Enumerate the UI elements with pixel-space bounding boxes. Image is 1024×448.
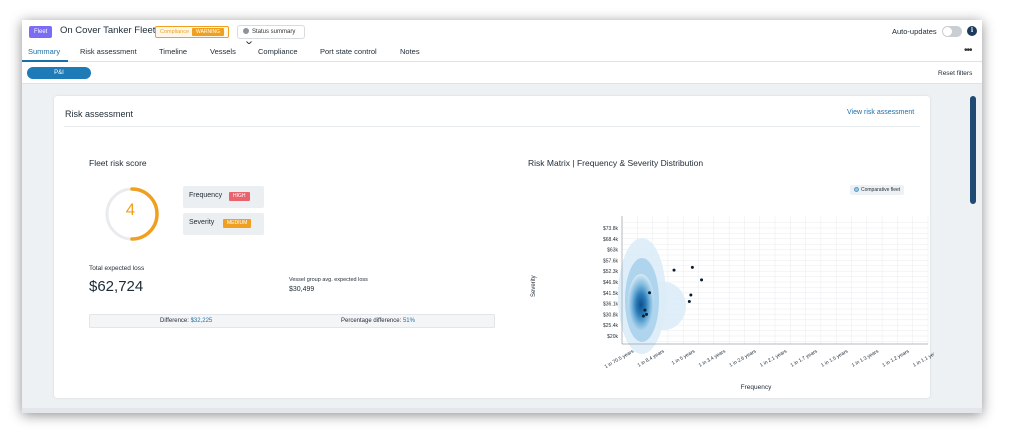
percentage-difference-item: Percentage difference: 51% [341, 318, 415, 324]
severity-indicator: Severity MEDIUM [183, 213, 264, 235]
app-window: Fleet On Cover Tanker Fleet Compliance WA… [22, 20, 982, 413]
x-tick-label: 1 in 1.3 years [851, 348, 880, 368]
frequency-indicator: Frequency HIGH [183, 186, 264, 208]
more-horizontal-icon[interactable]: ••• [964, 45, 972, 56]
x-tick-label: 1 in 1.2 years [881, 348, 910, 368]
auto-updates-toggle[interactable] [942, 26, 962, 37]
density-inner [628, 274, 654, 330]
data-point [648, 291, 652, 295]
total-expected-loss-label: Total expected loss [89, 265, 145, 272]
info-icon[interactable]: i [967, 26, 977, 36]
tab-bar: Summary Risk assessment Timeline Vessels… [22, 44, 982, 62]
y-tick-label: $68.4k [603, 237, 619, 243]
bottom-strip [22, 408, 982, 413]
difference-bar: Difference: $32,225 Percentage differenc… [89, 314, 495, 328]
percentage-difference-label: Percentage difference: [341, 318, 402, 324]
risk-score-gauge [105, 187, 159, 241]
total-expected-loss-value: $62,724 [89, 278, 144, 295]
risk-score-value: 4 [125, 200, 136, 219]
tab-summary[interactable]: Summary [28, 47, 61, 56]
y-tick-label: $30.8k [603, 312, 619, 318]
frequency-label: Frequency [189, 192, 223, 199]
x-tick-label: 1 in 5 years [671, 348, 697, 366]
y-axis-label: Severity [531, 275, 537, 297]
tab-risk-assessment[interactable]: Risk assessment [80, 47, 137, 56]
tab-vessels[interactable]: Vessels [210, 47, 236, 56]
fleet-name: On Cover Tanker Fleet [60, 25, 156, 36]
data-point [687, 299, 691, 303]
tab-port-state-control[interactable]: Port state control [320, 47, 377, 56]
x-tick-label: 1 in 2.6 years [728, 348, 757, 368]
density-layer [618, 238, 686, 354]
x-tick-label: 1 in 2.1 years [759, 348, 788, 368]
y-tick-label: $57.6k [603, 258, 619, 264]
chart-legend[interactable]: Comparative fleet [850, 185, 905, 195]
vertical-scrollbar[interactable] [970, 96, 976, 204]
y-tick-label: $41.5k [603, 291, 619, 297]
frequency-level-badge: HIGH [229, 192, 250, 201]
data-point [689, 293, 693, 297]
y-tick-label: $20k [607, 334, 618, 340]
active-tab-indicator [22, 60, 68, 62]
difference-label: Difference: [160, 318, 189, 324]
x-axis-label: Frequency [741, 384, 772, 391]
x-tick-label: 1 in 1.7 years [790, 348, 819, 368]
chart-points [641, 265, 704, 318]
legend-dot-icon [854, 187, 859, 193]
y-tick-label: $46.9k [603, 280, 619, 286]
status-summary-dropdown[interactable]: Status summary [237, 25, 305, 46]
legend-label: Comparative fleet [861, 187, 901, 193]
divider [64, 126, 920, 127]
y-tick-label: $25.4k [603, 323, 619, 329]
y-tick-label: $52.3k [603, 269, 619, 275]
data-point [690, 265, 694, 269]
top-bar: Fleet On Cover Tanker Fleet Compliance WA… [22, 20, 982, 46]
y-tick-label: $63k [607, 248, 618, 254]
fleet-risk-score-title: Fleet risk score [89, 158, 147, 168]
x-tick-label: 1 in 70.5 years [604, 348, 636, 370]
reset-filters-button[interactable]: Reset filters [938, 70, 973, 77]
tab-notes[interactable]: Notes [400, 47, 420, 56]
y-tick-label: $73.8k [603, 226, 619, 232]
x-tick-label: 1 in 3.4 years [698, 348, 727, 368]
severity-level-badge: MEDIUM [223, 219, 252, 228]
compliance-label: Compliance [160, 29, 190, 35]
tab-compliance[interactable]: Compliance [258, 47, 298, 56]
percentage-difference-value: 51% [402, 318, 415, 324]
avg-expected-loss-value: $30,499 [289, 286, 315, 293]
compliance-status: WARNING [192, 27, 225, 36]
auto-updates-label: Auto-updates [892, 27, 937, 36]
status-summary-label: Status summary [252, 29, 296, 35]
y-tick-label: $36.1k [603, 302, 619, 308]
pni-filter-button[interactable]: P&I [27, 67, 91, 79]
filter-bar: P&I Reset filters [22, 62, 982, 84]
x-tick-label: 1 in 1.1 years [912, 348, 934, 368]
data-point [672, 268, 676, 272]
data-point [643, 308, 647, 312]
tab-timeline[interactable]: Timeline [159, 47, 188, 56]
x-tick-label: 1 in 1.5 years [820, 348, 849, 368]
fleet-tag: Fleet [29, 26, 53, 38]
data-point [644, 312, 648, 316]
compliance-badge[interactable]: Compliance WARNING [155, 26, 230, 38]
view-risk-assessment-link[interactable]: View risk assessment [847, 109, 915, 116]
data-point [641, 314, 645, 318]
difference-item: Difference: $32,225 [160, 318, 212, 324]
avg-expected-loss-label: Vessel group avg. expected loss [289, 277, 368, 283]
difference-value: $32,225 [190, 318, 213, 324]
risk-assessment-card: Risk assessment View risk assessment Fle… [54, 96, 934, 398]
risk-matrix-title: Risk Matrix | Frequency & Severity Distr… [528, 158, 704, 168]
data-point [700, 278, 704, 282]
risk-matrix-chart: $20k $25.4k $30.8k $36.1k $41.5k $46.9k $52.3k… [531, 216, 934, 391]
card-title: Risk assessment [65, 109, 134, 119]
severity-label: Severity [189, 219, 215, 226]
status-dot-icon [243, 28, 249, 35]
